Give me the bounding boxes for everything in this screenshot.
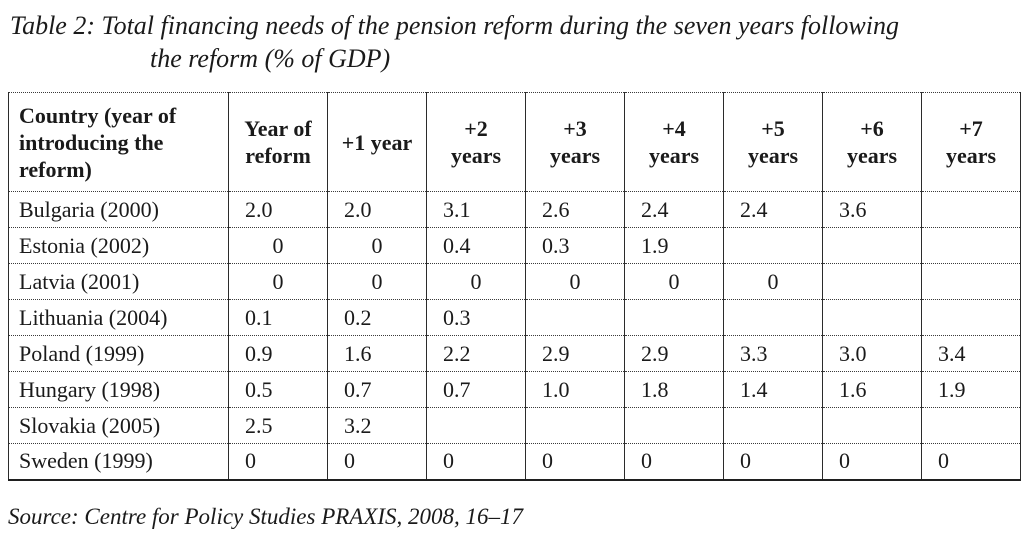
value-cell [921, 299, 1021, 336]
col-header-plus3-years: +3 years [525, 92, 625, 192]
value-cell: 0.2 [327, 299, 427, 336]
value-cell: 2.0 [327, 191, 427, 228]
table-row-lithuania: Lithuania (2004) 0.1 0.2 0.3 [8, 299, 1021, 336]
value-cell: 1.9 [624, 227, 724, 264]
col-header-plus4-years: +4 years [624, 92, 724, 192]
value-cell [525, 299, 625, 336]
value-cell: 0.7 [327, 371, 427, 408]
country-cell: Hungary (1998) [8, 371, 229, 408]
value-cell [921, 227, 1021, 264]
table-row-slovakia: Slovakia (2005) 2.5 3.2 [8, 407, 1021, 444]
value-cell [624, 407, 724, 444]
country-cell: Poland (1999) [8, 335, 229, 372]
value-cell: 0.5 [228, 371, 328, 408]
value-cell: 2.5 [228, 407, 328, 444]
table-row-sweden: Sweden (1999) 0 0 0 0 0 0 0 0 [8, 443, 1021, 480]
source-note: Source: Centre for Policy Studies PRAXIS… [8, 503, 524, 529]
value-cell: 2.4 [723, 191, 823, 228]
value-cell [921, 263, 1021, 300]
country-cell: Slovakia (2005) [8, 407, 229, 444]
table-row-bulgaria: Bulgaria (2000) 2.0 2.0 3.1 2.6 2.4 2.4 … [8, 191, 1021, 228]
value-cell [921, 407, 1021, 444]
value-cell: 0 [327, 443, 427, 480]
value-cell: 1.9 [921, 371, 1021, 408]
value-cell: 0 [921, 443, 1021, 480]
value-cell: 2.0 [228, 191, 328, 228]
value-cell [723, 227, 823, 264]
value-cell: 0 [228, 263, 328, 300]
value-cell: 0.9 [228, 335, 328, 372]
value-cell: 3.3 [723, 335, 823, 372]
table-caption-line2: the reform (% of GDP) [150, 44, 391, 73]
country-cell: Bulgaria (2000) [8, 191, 229, 228]
table-row-poland: Poland (1999) 0.9 1.6 2.2 2.9 2.9 3.3 3.… [8, 335, 1021, 372]
table-row-latvia: Latvia (2001) 0 0 0 0 0 0 [8, 263, 1021, 300]
value-cell: 0.7 [426, 371, 526, 408]
value-cell: 3.2 [327, 407, 427, 444]
col-header-plus6-years: +6 years [822, 92, 922, 192]
value-cell: 0.3 [426, 299, 526, 336]
value-cell [822, 263, 922, 300]
table-caption-line1: Table 2: Total financing needs of the pe… [10, 11, 900, 40]
value-cell: 0.1 [228, 299, 328, 336]
value-cell: 0 [327, 227, 427, 264]
value-cell: 0 [426, 263, 526, 300]
value-cell [921, 191, 1021, 228]
country-cell: Sweden (1999) [8, 443, 229, 480]
col-header-plus5-years: +5 years [723, 92, 823, 192]
value-cell: 0 [228, 227, 328, 264]
value-cell: 1.8 [624, 371, 724, 408]
country-cell: Latvia (2001) [8, 263, 229, 300]
table-row-hungary: Hungary (1998) 0.5 0.7 0.7 1.0 1.8 1.4 1… [8, 371, 1021, 408]
value-cell: 2.6 [525, 191, 625, 228]
value-cell: 1.6 [822, 371, 922, 408]
value-cell: 0 [723, 443, 823, 480]
value-cell: 1.6 [327, 335, 427, 372]
value-cell: 3.4 [921, 335, 1021, 372]
value-cell [822, 407, 922, 444]
country-cell: Estonia (2002) [8, 227, 229, 264]
value-cell: 0 [327, 263, 427, 300]
value-cell: 0 [525, 443, 625, 480]
value-cell: 1.0 [525, 371, 625, 408]
col-header-plus7-years: +7 years [921, 92, 1021, 192]
value-cell: 0 [525, 263, 625, 300]
country-cell: Lithuania (2004) [8, 299, 229, 336]
value-cell: 0 [426, 443, 526, 480]
value-cell [723, 407, 823, 444]
value-cell: 0 [624, 263, 724, 300]
header-row: Country (year of introducing the reform)… [8, 92, 1021, 192]
value-cell [624, 299, 724, 336]
value-cell [822, 227, 922, 264]
value-cell: 2.2 [426, 335, 526, 372]
value-cell: 2.4 [624, 191, 724, 228]
table-caption: Table 2: Total financing needs of the pe… [10, 0, 1028, 75]
value-cell [525, 407, 625, 444]
value-cell: 3.6 [822, 191, 922, 228]
value-cell [822, 299, 922, 336]
value-cell: 2.9 [525, 335, 625, 372]
value-cell: 0.3 [525, 227, 625, 264]
col-header-plus2-years: +2 years [426, 92, 526, 192]
col-header-plus1-year: +1 year [327, 92, 427, 192]
value-cell: 0 [723, 263, 823, 300]
col-header-country: Country (year of introducing the reform) [8, 92, 229, 192]
value-cell: 2.9 [624, 335, 724, 372]
value-cell: 3.1 [426, 191, 526, 228]
financing-needs-table: Country (year of introducing the reform)… [8, 92, 1021, 481]
table-row-estonia: Estonia (2002) 0 0 0.4 0.3 1.9 [8, 227, 1021, 264]
value-cell: 3.0 [822, 335, 922, 372]
value-cell: 0 [228, 443, 328, 480]
col-header-year-of-reform: Year of reform [228, 92, 328, 192]
value-cell [426, 407, 526, 444]
value-cell [723, 299, 823, 336]
value-cell: 0 [822, 443, 922, 480]
value-cell: 0.4 [426, 227, 526, 264]
value-cell: 0 [624, 443, 724, 480]
value-cell: 1.4 [723, 371, 823, 408]
